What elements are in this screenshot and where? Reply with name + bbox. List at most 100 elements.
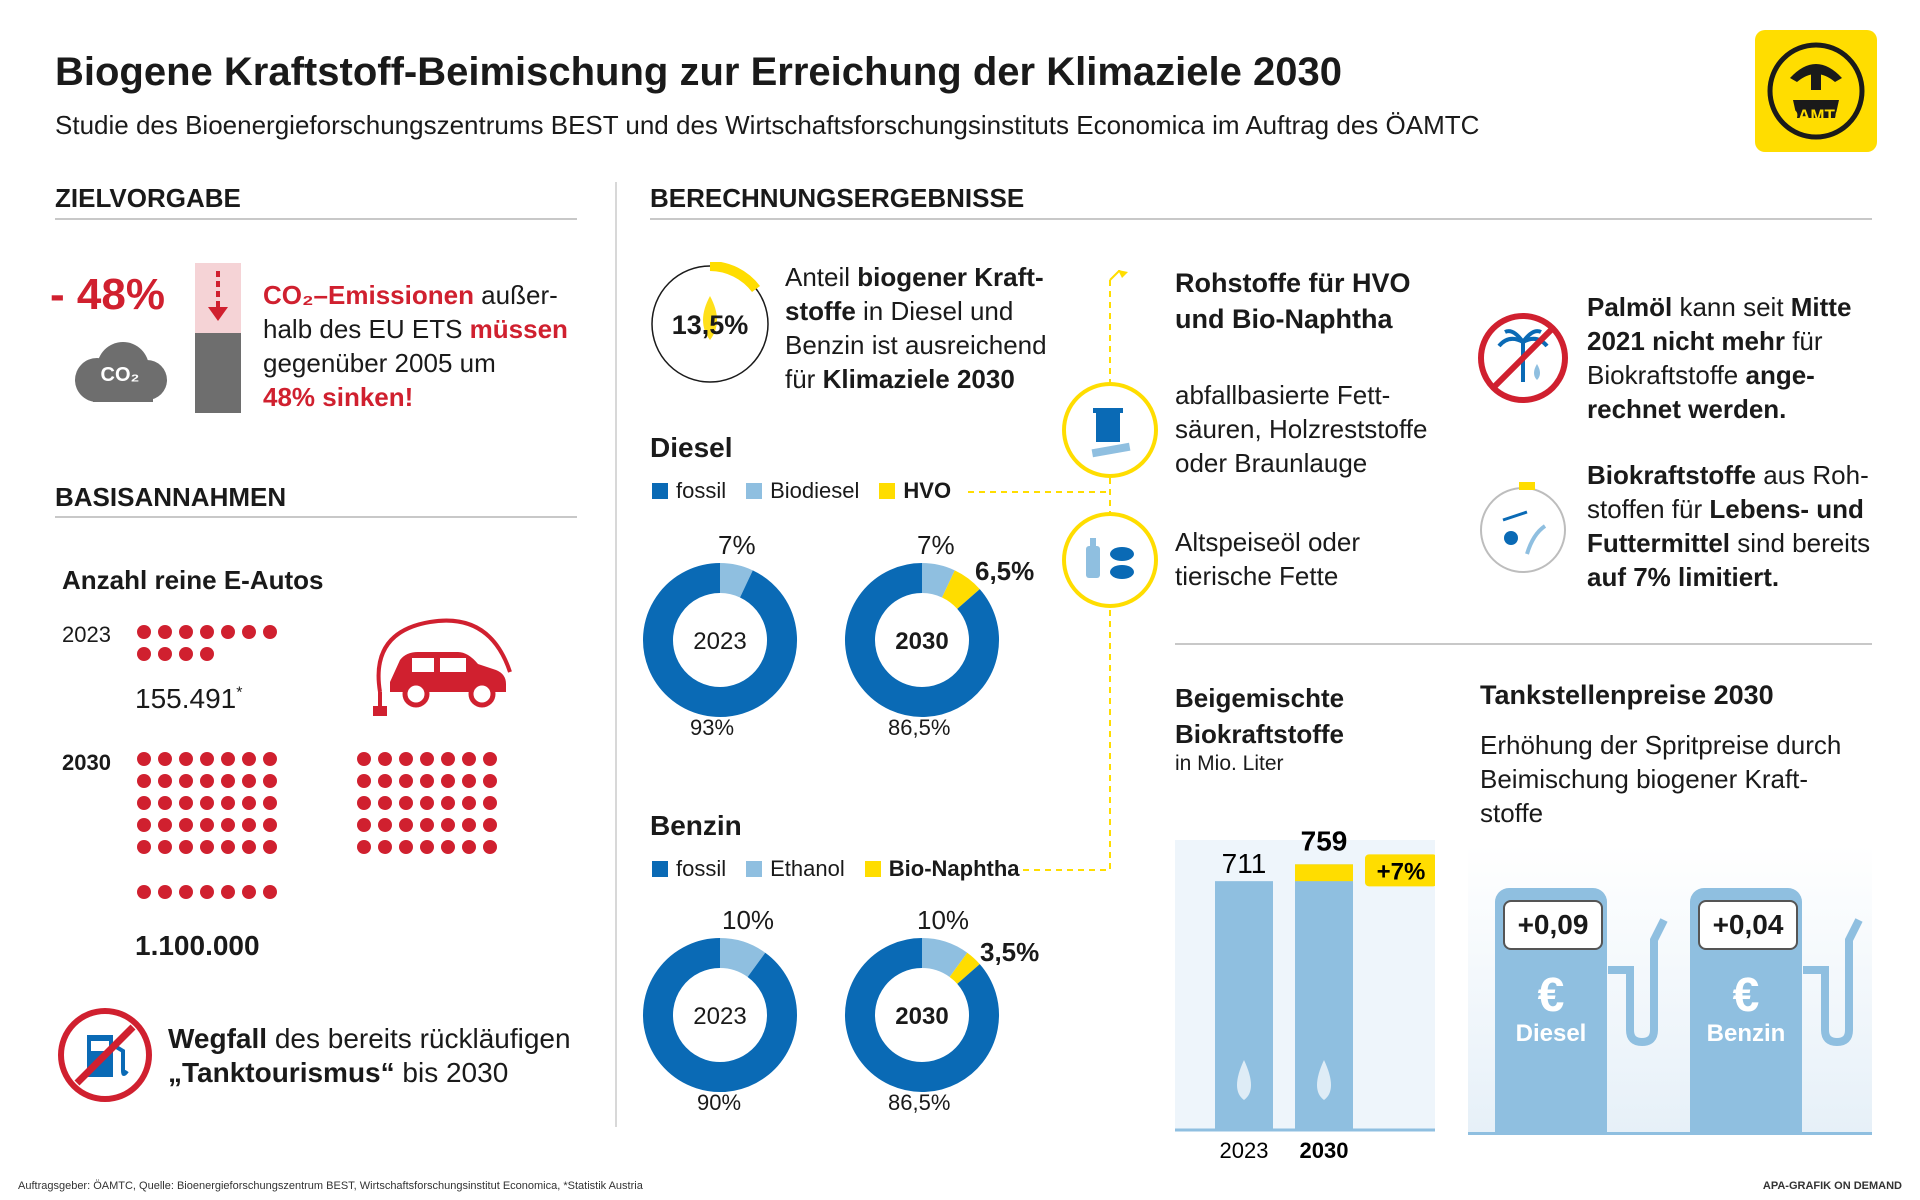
- label-benzin-2030-fossil: 86,5%: [888, 1090, 951, 1115]
- ev-dot: [179, 840, 193, 854]
- share-gauge: 13,5%: [648, 261, 772, 391]
- waste-bin-icon: [1062, 382, 1158, 478]
- currency-icon-diesel: €: [1537, 969, 1565, 1022]
- diesel-pump-label: Diesel: [1515, 1020, 1587, 1047]
- ev-dot: [263, 752, 277, 766]
- label-diesel-2023-bio: 7%: [718, 530, 756, 560]
- ev-dot: [221, 796, 235, 810]
- bar-value-2030: 759: [1301, 825, 1348, 856]
- bar-chart-unit: in Mio. Liter: [1175, 752, 1284, 775]
- ev-dot: [242, 752, 256, 766]
- ev-dot: [378, 818, 392, 832]
- ev-dot: [200, 796, 214, 810]
- legend-bionaphtha: Bio-Naphtha: [888, 856, 1020, 881]
- ev-dot: [137, 818, 151, 832]
- donut-slice-diesel-2023-bio: [719, 563, 753, 598]
- ev-value-2030: 1.100.000: [135, 930, 260, 961]
- label-diesel-2023-year: 2023: [693, 628, 747, 655]
- ev-dot: [462, 796, 476, 810]
- legend-fossil: fossil: [676, 478, 727, 503]
- no-fuel-pump-icon: [55, 1005, 155, 1110]
- ev-dot: [221, 885, 235, 899]
- food-text: Biokraftstoffe aus Roh- stoffen für Lebe…: [1587, 460, 1871, 592]
- ev-dot: [137, 625, 151, 639]
- label-benzin-2023-ethanol: 10%: [722, 905, 775, 935]
- ev-dot: [420, 774, 434, 788]
- legend-swatch-ethanol: [746, 861, 763, 877]
- label-benzin-2030-naphtha: 3,5%: [980, 937, 1040, 967]
- label-diesel-2030-bio: 7%: [917, 530, 955, 560]
- palm-text: Palmöl kann seit Mitte 2021 nicht mehr f…: [1587, 292, 1852, 424]
- benzin-price-delta: +0,04: [1698, 900, 1798, 950]
- bar-chart-title: Beigemischte Biokraftstoffe: [1175, 683, 1345, 749]
- legend-swatch-fossil-b: [652, 861, 668, 877]
- ev-dot: [137, 796, 151, 810]
- donut-slice-diesel-2030-yellow: [941, 570, 980, 610]
- ev-dot: [242, 625, 256, 639]
- label-diesel-2030-hvo: 6,5%: [975, 556, 1035, 586]
- ev-dot: [462, 752, 476, 766]
- bar-chart: 711 2023 +7% 759 2030: [1175, 825, 1435, 1160]
- label-benzin-2030-year: 2030: [895, 1003, 949, 1030]
- ev-dot: [137, 885, 151, 899]
- ev-dot: [179, 647, 193, 661]
- benzin-heading: Benzin: [650, 810, 742, 841]
- ev-dot: [200, 752, 214, 766]
- label-benzin-2023-fossil: 90%: [697, 1090, 742, 1115]
- dots-2030-right: [357, 752, 497, 854]
- ev-dot: [221, 752, 235, 766]
- ev-dot: [263, 796, 277, 810]
- ev-dot: [483, 774, 497, 788]
- bar-delta-badge: [1365, 854, 1435, 887]
- ev-dot: [399, 796, 413, 810]
- ev-dot: [179, 625, 193, 639]
- ev-dot: [378, 752, 392, 766]
- ev-dot: [179, 885, 193, 899]
- rohstoffe-item2: Altspeiseöl oder tierische Fette: [1175, 527, 1360, 591]
- donut-slice-benzin-2030-bio: [921, 938, 968, 978]
- ev-dot: [441, 840, 455, 854]
- ev-dot: [200, 885, 214, 899]
- year-2030-label: 2030: [62, 750, 111, 775]
- donut-slice-benzin-2030-fossil: [845, 938, 999, 1092]
- legend-hvo: HVO: [903, 478, 952, 503]
- ev-dot: [357, 796, 371, 810]
- ev-dot: [242, 885, 256, 899]
- bar-delta-label: +7%: [1377, 858, 1426, 885]
- ev-dot: [357, 818, 371, 832]
- ev-dot: [200, 774, 214, 788]
- ev-dot: [221, 774, 235, 788]
- donut-diesel-2023: [643, 563, 797, 717]
- oil-and-animals-icon: [1062, 512, 1158, 608]
- ev-dot: [263, 818, 277, 832]
- label-benzin-2030-ethanol: 10%: [917, 905, 970, 935]
- donut-slice-benzin-2030-yellow: [949, 952, 980, 985]
- oeamtc-logo: ÖAMTC: [1755, 30, 1877, 152]
- donut-slice-diesel-2023-fossil: [643, 563, 797, 717]
- donut-slice-benzin-2023-fossil: [643, 938, 797, 1092]
- ev-dot: [483, 818, 497, 832]
- label-diesel-2023-fossil: 93%: [690, 715, 735, 740]
- ev-dot: [158, 840, 172, 854]
- diesel-price-delta: +0,09: [1503, 900, 1603, 950]
- bar-category-2030: 2030: [1300, 1138, 1349, 1160]
- currency-icon-benzin: €: [1732, 969, 1760, 1022]
- rohstoffe-item1: abfallbasierte Fett-säuren, Holzreststof…: [1175, 380, 1428, 478]
- donut-benzin-2030: [845, 938, 999, 1092]
- ev-dot: [179, 774, 193, 788]
- benzin-pump-label: Benzin: [1706, 1020, 1786, 1047]
- ev-dot: [179, 796, 193, 810]
- year-2023-label: 2023: [62, 622, 111, 647]
- ev-dot: [221, 818, 235, 832]
- donut-slice-benzin-2023-bio: [719, 938, 766, 978]
- benzin-legend: fossil Ethanol Bio-Naphtha: [652, 856, 1020, 882]
- footer-source: Auftragsgeber: ÖAMTC, Quelle: Bioenergie…: [18, 1180, 643, 1192]
- ev-dot: [200, 647, 214, 661]
- ev-dot: [179, 818, 193, 832]
- ev-heading: Anzahl reine E-Autos: [62, 565, 324, 595]
- footer-credit: APA-GRAFIK ON DEMAND: [1762, 1180, 1902, 1192]
- ev-dot: [158, 796, 172, 810]
- diesel-legend: fossil Biodiesel HVO: [652, 478, 951, 504]
- section-heading-results: BERECHNUNGSERGEBNISSE: [650, 183, 1025, 213]
- diesel-nozzle-icon: [1608, 918, 1668, 1047]
